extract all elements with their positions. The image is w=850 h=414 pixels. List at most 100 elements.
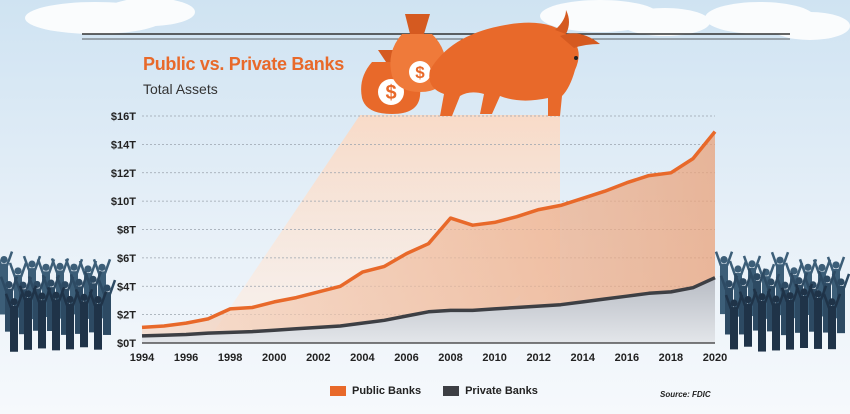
person-head: [103, 284, 111, 292]
person-arm: [842, 273, 850, 289]
x-tick-label: 1998: [218, 352, 242, 364]
person-arm: [99, 291, 108, 307]
person-body: [42, 271, 50, 317]
person-head: [80, 293, 88, 301]
svg-text:$: $: [415, 63, 425, 82]
person-arm: [781, 251, 790, 267]
person-head: [748, 260, 756, 268]
x-tick-label: 1996: [174, 352, 198, 364]
person-arm: [767, 263, 776, 279]
person-head: [66, 295, 74, 304]
person-body: [19, 289, 27, 335]
person-head: [800, 288, 808, 296]
person-body: [56, 270, 64, 319]
person-head: [776, 256, 784, 264]
person-head: [84, 265, 92, 273]
y-tick-label: $14T: [111, 139, 136, 151]
person-arm: [753, 255, 762, 271]
person-head: [818, 263, 826, 272]
x-tick-label: 2016: [615, 352, 639, 364]
person-arm: [108, 279, 117, 295]
person-arm: [817, 270, 826, 286]
person-body: [739, 285, 747, 335]
person-body: [753, 280, 761, 331]
person-head: [14, 267, 22, 275]
x-tick-label: 2000: [262, 352, 286, 364]
person-arm: [733, 273, 742, 289]
person-head: [70, 263, 78, 271]
person-arm: [83, 270, 92, 286]
person-body: [809, 288, 817, 332]
person-arm: [33, 255, 42, 271]
person-body: [84, 272, 92, 319]
person-arm: [57, 286, 66, 302]
x-tick-label: 2002: [306, 352, 330, 364]
person-arm: [784, 262, 793, 278]
person-body: [772, 303, 780, 351]
person-body: [800, 296, 808, 348]
person-arm: [714, 251, 723, 267]
person-body: [814, 297, 822, 349]
person-head: [823, 275, 831, 283]
person-head: [75, 278, 83, 286]
person-arm: [69, 273, 78, 289]
person-arm: [770, 251, 779, 267]
person-arm: [41, 274, 50, 290]
person-head: [772, 295, 780, 303]
public-banks-area: [142, 131, 715, 343]
person-body: [38, 300, 46, 349]
person-body: [14, 274, 22, 318]
x-tick-label: 1994: [130, 352, 155, 364]
person-head: [744, 296, 752, 304]
person-body: [94, 303, 102, 350]
person-head: [828, 298, 836, 306]
x-tick-label: 2014: [571, 352, 596, 364]
person-arm: [725, 251, 734, 267]
person-arm: [22, 255, 31, 271]
person-arm: [739, 260, 748, 276]
legend-swatch-private: [443, 386, 460, 396]
person-head: [739, 278, 747, 286]
chart-subtitle: Total Assets: [143, 81, 218, 97]
x-tick-label: 2008: [438, 352, 462, 364]
private-banks-line: [141, 276, 716, 338]
person-body: [734, 273, 742, 317]
person-arm: [831, 273, 840, 289]
person-arm: [719, 275, 728, 291]
chart-title: Public vs. Private Banks: [143, 54, 344, 74]
person-arm: [747, 268, 756, 284]
background-clouds: [25, 0, 850, 40]
y-tick-label: $16T: [111, 111, 136, 123]
person-head: [38, 292, 46, 300]
legend-label-private: Private Banks: [465, 385, 538, 397]
person-head: [814, 290, 822, 298]
person-body: [47, 287, 55, 331]
crowd-right-silhouettes: [714, 251, 850, 352]
person-arm: [97, 279, 106, 295]
person-arm: [728, 260, 737, 276]
person-arm: [822, 293, 831, 309]
person-body: [832, 268, 840, 319]
person-body: [10, 305, 18, 352]
x-tick-label: 2010: [482, 352, 506, 364]
person-body: [725, 287, 733, 335]
person-head: [795, 277, 803, 285]
person-body: [24, 297, 32, 350]
person-arm: [742, 255, 751, 271]
y-tick-label: $6T: [117, 253, 136, 265]
x-tick-label: 2018: [659, 352, 683, 364]
person-arm: [50, 257, 59, 273]
person-head: [725, 280, 733, 288]
person-arm: [46, 286, 55, 302]
legend-swatch-public: [330, 386, 346, 396]
person-arm: [103, 258, 112, 274]
person-arm: [13, 276, 22, 292]
person-body: [776, 264, 784, 316]
person-arm: [808, 285, 817, 301]
person-body: [5, 288, 13, 332]
person-body: [70, 271, 78, 315]
person-body: [837, 285, 845, 334]
person-head: [10, 298, 18, 306]
person-arm: [60, 291, 69, 306]
person-arm: [794, 283, 803, 299]
